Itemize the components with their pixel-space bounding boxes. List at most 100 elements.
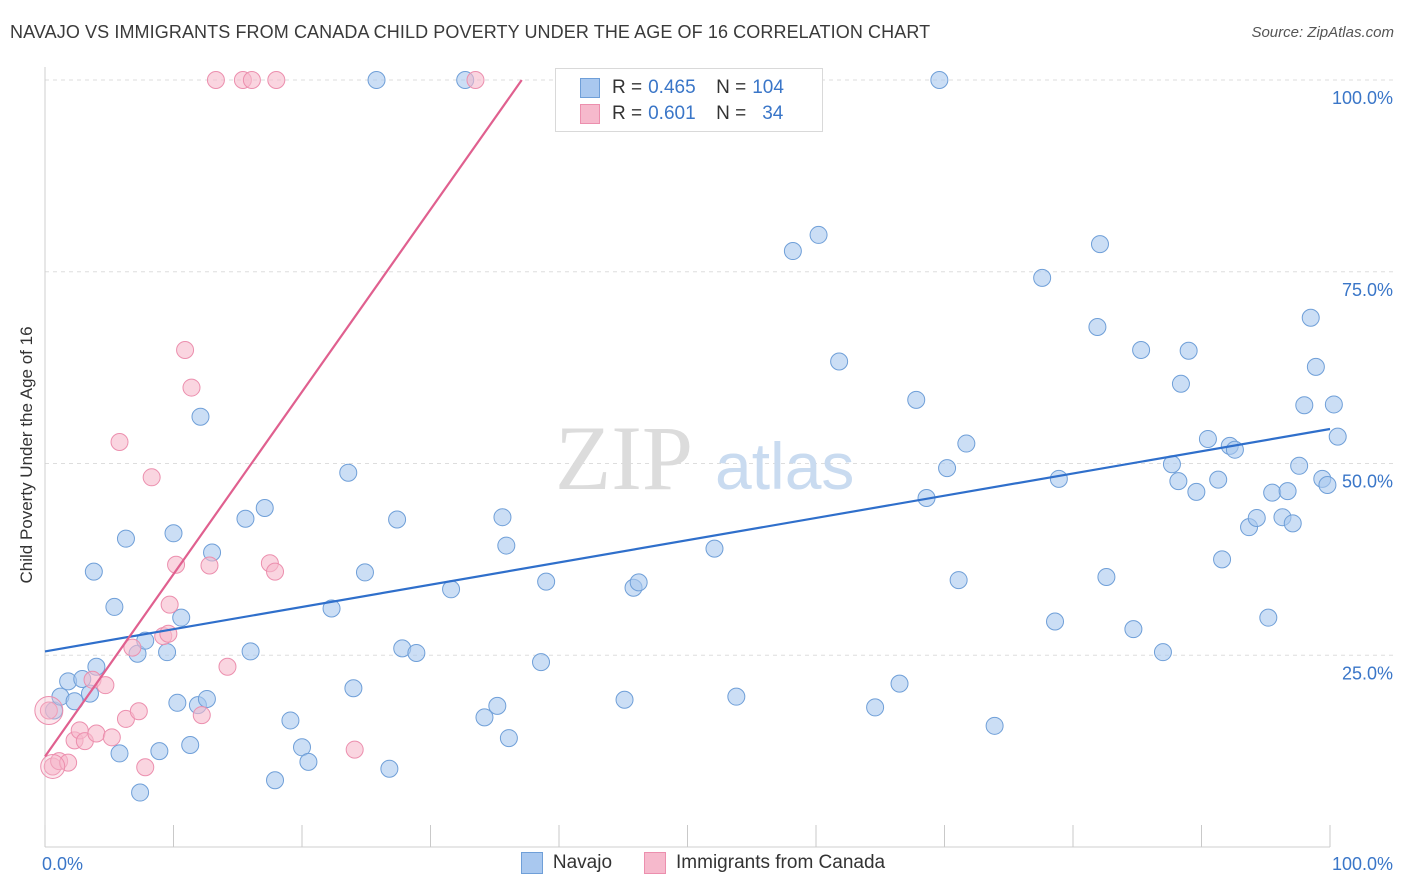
canada-point — [267, 71, 286, 89]
navajo-point — [890, 674, 909, 693]
canada-point — [159, 624, 178, 643]
navajo-point — [1088, 317, 1107, 336]
canada-point — [218, 657, 237, 676]
x-tick-label: 100.0% — [1332, 854, 1393, 874]
navajo-point — [1209, 470, 1228, 489]
navajo-point — [985, 716, 1004, 735]
navajo-point — [281, 711, 300, 730]
canada-point — [123, 638, 142, 657]
navajo-point — [355, 563, 374, 582]
navajo-point — [241, 642, 260, 661]
canada-legend-label: Immigrants from Canada — [676, 852, 886, 873]
navajo-point — [957, 434, 976, 453]
tick-labels: 25.0% 50.0% 75.0% 100.0% 0.0% 100.0% — [42, 88, 1393, 874]
navajo-point — [191, 407, 210, 426]
canada-point — [40, 753, 66, 779]
navajo-point — [1169, 472, 1188, 491]
canada-point — [129, 702, 148, 721]
navajo-point — [499, 729, 518, 748]
navajo-point — [1318, 475, 1337, 494]
navajo-point — [322, 599, 341, 618]
legend-n-value: 34 — [762, 103, 784, 124]
navajo-point — [1049, 469, 1068, 488]
navajo-point — [150, 742, 169, 761]
legend-item-canada: Immigrants from Canada — [644, 852, 885, 874]
navajo-point — [442, 580, 461, 599]
legend-row-navajo: R = 0.465 N = 104 — [580, 76, 784, 100]
y-axis-label: Child Poverty Under the Age of 16 — [17, 326, 36, 584]
navajo-point — [783, 242, 802, 261]
navajo-point — [1187, 482, 1206, 501]
navajo-point — [236, 509, 255, 528]
navajo-point — [1306, 357, 1325, 376]
navajo-point — [299, 752, 318, 771]
navajo-point — [105, 597, 124, 616]
axes — [44, 67, 1331, 848]
navajo-point — [930, 71, 949, 89]
navajo-point — [1263, 483, 1282, 502]
navajo-point — [116, 529, 135, 548]
canada-point — [96, 676, 115, 695]
navajo-point — [1247, 508, 1266, 527]
navajo-point — [497, 536, 516, 555]
navajo-point — [255, 498, 274, 517]
navajo-point — [197, 689, 216, 708]
canada-point — [136, 758, 155, 777]
canada-legend-swatch — [644, 852, 667, 874]
stats-legend: R = 0.465 N = 104 R = 0.601 N = 34 — [555, 68, 823, 132]
navajo-swatch — [580, 78, 600, 98]
navajo-point — [407, 643, 426, 662]
navajo-point — [830, 352, 849, 371]
navajo-point — [181, 735, 200, 754]
navajo-point — [488, 696, 507, 715]
navajo-point — [380, 759, 399, 778]
x-tick-label: 0.0% — [42, 854, 83, 874]
navajo-legend-label: Navajo — [552, 852, 613, 873]
legend-r-value: 0.465 — [648, 77, 696, 98]
navajo-point — [705, 539, 724, 558]
navajo-point — [1259, 608, 1278, 627]
legend-r-value: 0.601 — [648, 103, 696, 124]
navajo-point — [1179, 341, 1198, 360]
y-tick-label: 25.0% — [1342, 663, 1393, 683]
canada-point — [176, 340, 195, 359]
watermark-atlas: atlas — [715, 429, 854, 503]
navajo-point — [168, 693, 187, 712]
y-tick-label: 100.0% — [1332, 88, 1393, 108]
canada-point — [192, 706, 211, 725]
canada-swatch — [580, 104, 600, 124]
navajo-point — [1132, 340, 1151, 359]
navajo-point — [344, 679, 363, 698]
navajo-point — [1290, 456, 1309, 475]
canada-point — [466, 71, 485, 89]
canada-point — [110, 433, 129, 452]
navajo-point — [532, 653, 551, 672]
canada-point — [34, 695, 64, 725]
navajo-point — [907, 390, 926, 409]
y-tick-label: 75.0% — [1342, 280, 1393, 300]
navajo-legend-swatch — [520, 852, 543, 874]
chart-title: NAVAJO VS IMMIGRANTS FROM CANADA CHILD P… — [10, 22, 931, 42]
navajo-point — [866, 698, 885, 717]
canada-point — [39, 701, 58, 720]
legend-row-canada: R = 0.601 N = 34 — [580, 102, 783, 126]
navajo-point — [1046, 612, 1065, 631]
trend-lines — [44, 79, 1331, 758]
data-points — [34, 71, 1347, 802]
navajo-point — [1153, 643, 1172, 662]
navajo-trend-line — [44, 427, 1331, 653]
canada-point — [266, 562, 285, 581]
legend-n-value: 104 — [752, 77, 784, 98]
canada-point — [87, 724, 106, 743]
watermark: ZIP atlas — [555, 407, 854, 509]
navajo-point — [158, 643, 177, 662]
navajo-point — [493, 508, 512, 527]
navajo-point — [1090, 235, 1109, 254]
navajo-point — [1324, 395, 1343, 414]
navajo-point — [266, 771, 285, 790]
canada-point — [345, 740, 364, 759]
source-credit: Source: ZipAtlas.com — [1251, 24, 1394, 41]
navajo-point — [339, 463, 358, 482]
navajo-point — [1198, 429, 1217, 448]
